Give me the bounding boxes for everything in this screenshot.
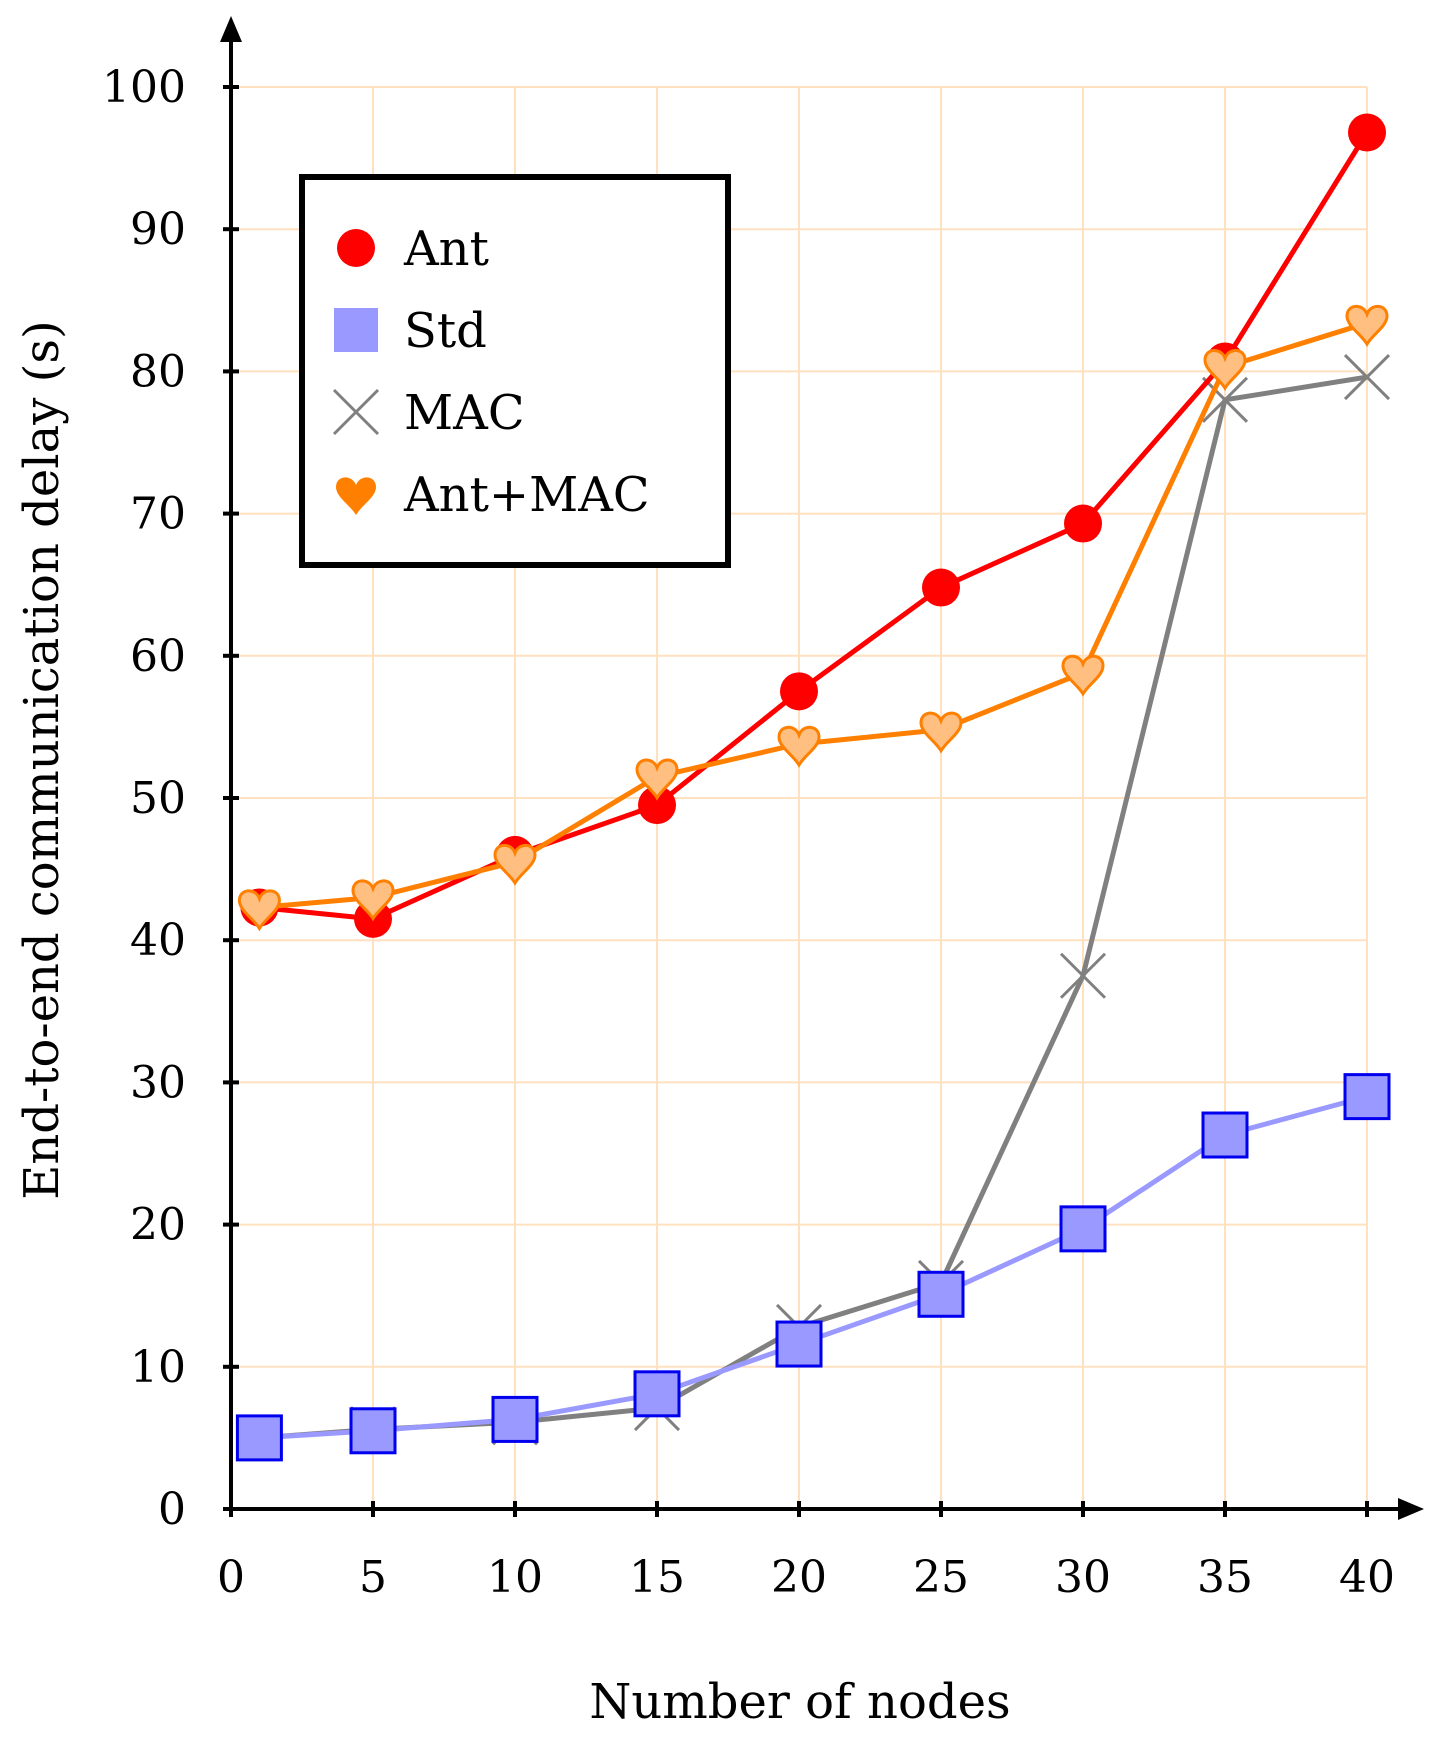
data-point-mac	[1059, 952, 1107, 999]
legend-marker-mac	[332, 388, 380, 436]
x-axis-title: Number of nodes	[589, 1674, 1010, 1730]
x-tick-label: 15	[629, 1552, 685, 1603]
x-tick-label: 0	[217, 1552, 245, 1603]
data-point-ant-mac	[1345, 304, 1389, 347]
y-tick-label: 40	[130, 915, 186, 966]
data-point-ant-mac	[1061, 654, 1105, 697]
data-point-std	[633, 1370, 681, 1418]
data-point-ant-mac	[493, 843, 537, 886]
legend-marker-std	[334, 308, 378, 352]
data-point-mac	[1343, 354, 1391, 401]
data-point-std	[775, 1320, 823, 1368]
legend-label-std: Std	[404, 303, 487, 359]
data-point-ant-mac	[635, 758, 679, 801]
legend-label-mac: MAC	[404, 385, 525, 441]
y-axis-title: End-to-end communication delay (s)	[14, 320, 70, 1199]
series-area	[235, 113, 1391, 1462]
data-point-std	[349, 1407, 397, 1455]
x-tick-label: 30	[1055, 1552, 1111, 1603]
grid	[231, 86, 1368, 1509]
data-point-mac	[1201, 376, 1249, 423]
data-point-ant-mac	[237, 889, 281, 932]
data-point-ant	[1348, 113, 1386, 152]
legend-label-ant-mac: Ant+MAC	[403, 467, 650, 523]
data-point-ant-mac	[777, 725, 821, 768]
data-point-std	[1343, 1073, 1391, 1121]
legend-marker-ant	[337, 229, 375, 267]
legend-marker-ant-mac	[336, 477, 376, 515]
y-axis-arrow	[220, 16, 242, 42]
data-point-ant	[780, 672, 818, 711]
legend-label-ant: Ant	[403, 221, 489, 277]
y-tick-label: 100	[102, 62, 186, 113]
data-point-std	[491, 1395, 539, 1443]
data-point-ant	[638, 786, 676, 825]
data-point-std	[1201, 1111, 1249, 1159]
x-axis-arrow	[1398, 1498, 1424, 1520]
y-tick-label: 80	[130, 346, 186, 397]
series-line-std	[259, 1094, 1368, 1441]
y-tick-label: 50	[130, 773, 186, 824]
data-point-std	[235, 1414, 283, 1462]
data-point-std	[1059, 1205, 1107, 1253]
y-tick-label: 60	[130, 631, 186, 682]
x-tick-label: 10	[487, 1552, 543, 1603]
data-point-ant	[1064, 504, 1102, 543]
data-point-ant-mac	[919, 711, 963, 754]
x-tick-label: 25	[913, 1552, 969, 1603]
y-tick-label: 0	[158, 1484, 186, 1535]
axes: 0 5 10 15 20 25 30 35 40 0 10 20 30 40 50 60 70 80 90 100	[102, 16, 1424, 1603]
y-tick-label: 20	[130, 1200, 186, 1251]
x-tick-label: 35	[1197, 1552, 1253, 1603]
data-point-std	[917, 1270, 965, 1318]
x-tick-label: 5	[359, 1552, 387, 1603]
data-point-ant-mac	[1203, 349, 1247, 392]
legend: Ant Std MAC Ant+MAC	[299, 174, 731, 568]
data-point-ant	[922, 568, 960, 607]
y-tick-label: 10	[130, 1342, 186, 1393]
y-tick-label: 30	[130, 1057, 186, 1108]
x-tick-label: 40	[1339, 1552, 1395, 1603]
data-point-ant-mac	[351, 879, 395, 922]
y-tick-label: 70	[130, 489, 186, 540]
x-tick-label: 20	[771, 1552, 827, 1603]
y-tick-label: 90	[130, 204, 186, 255]
